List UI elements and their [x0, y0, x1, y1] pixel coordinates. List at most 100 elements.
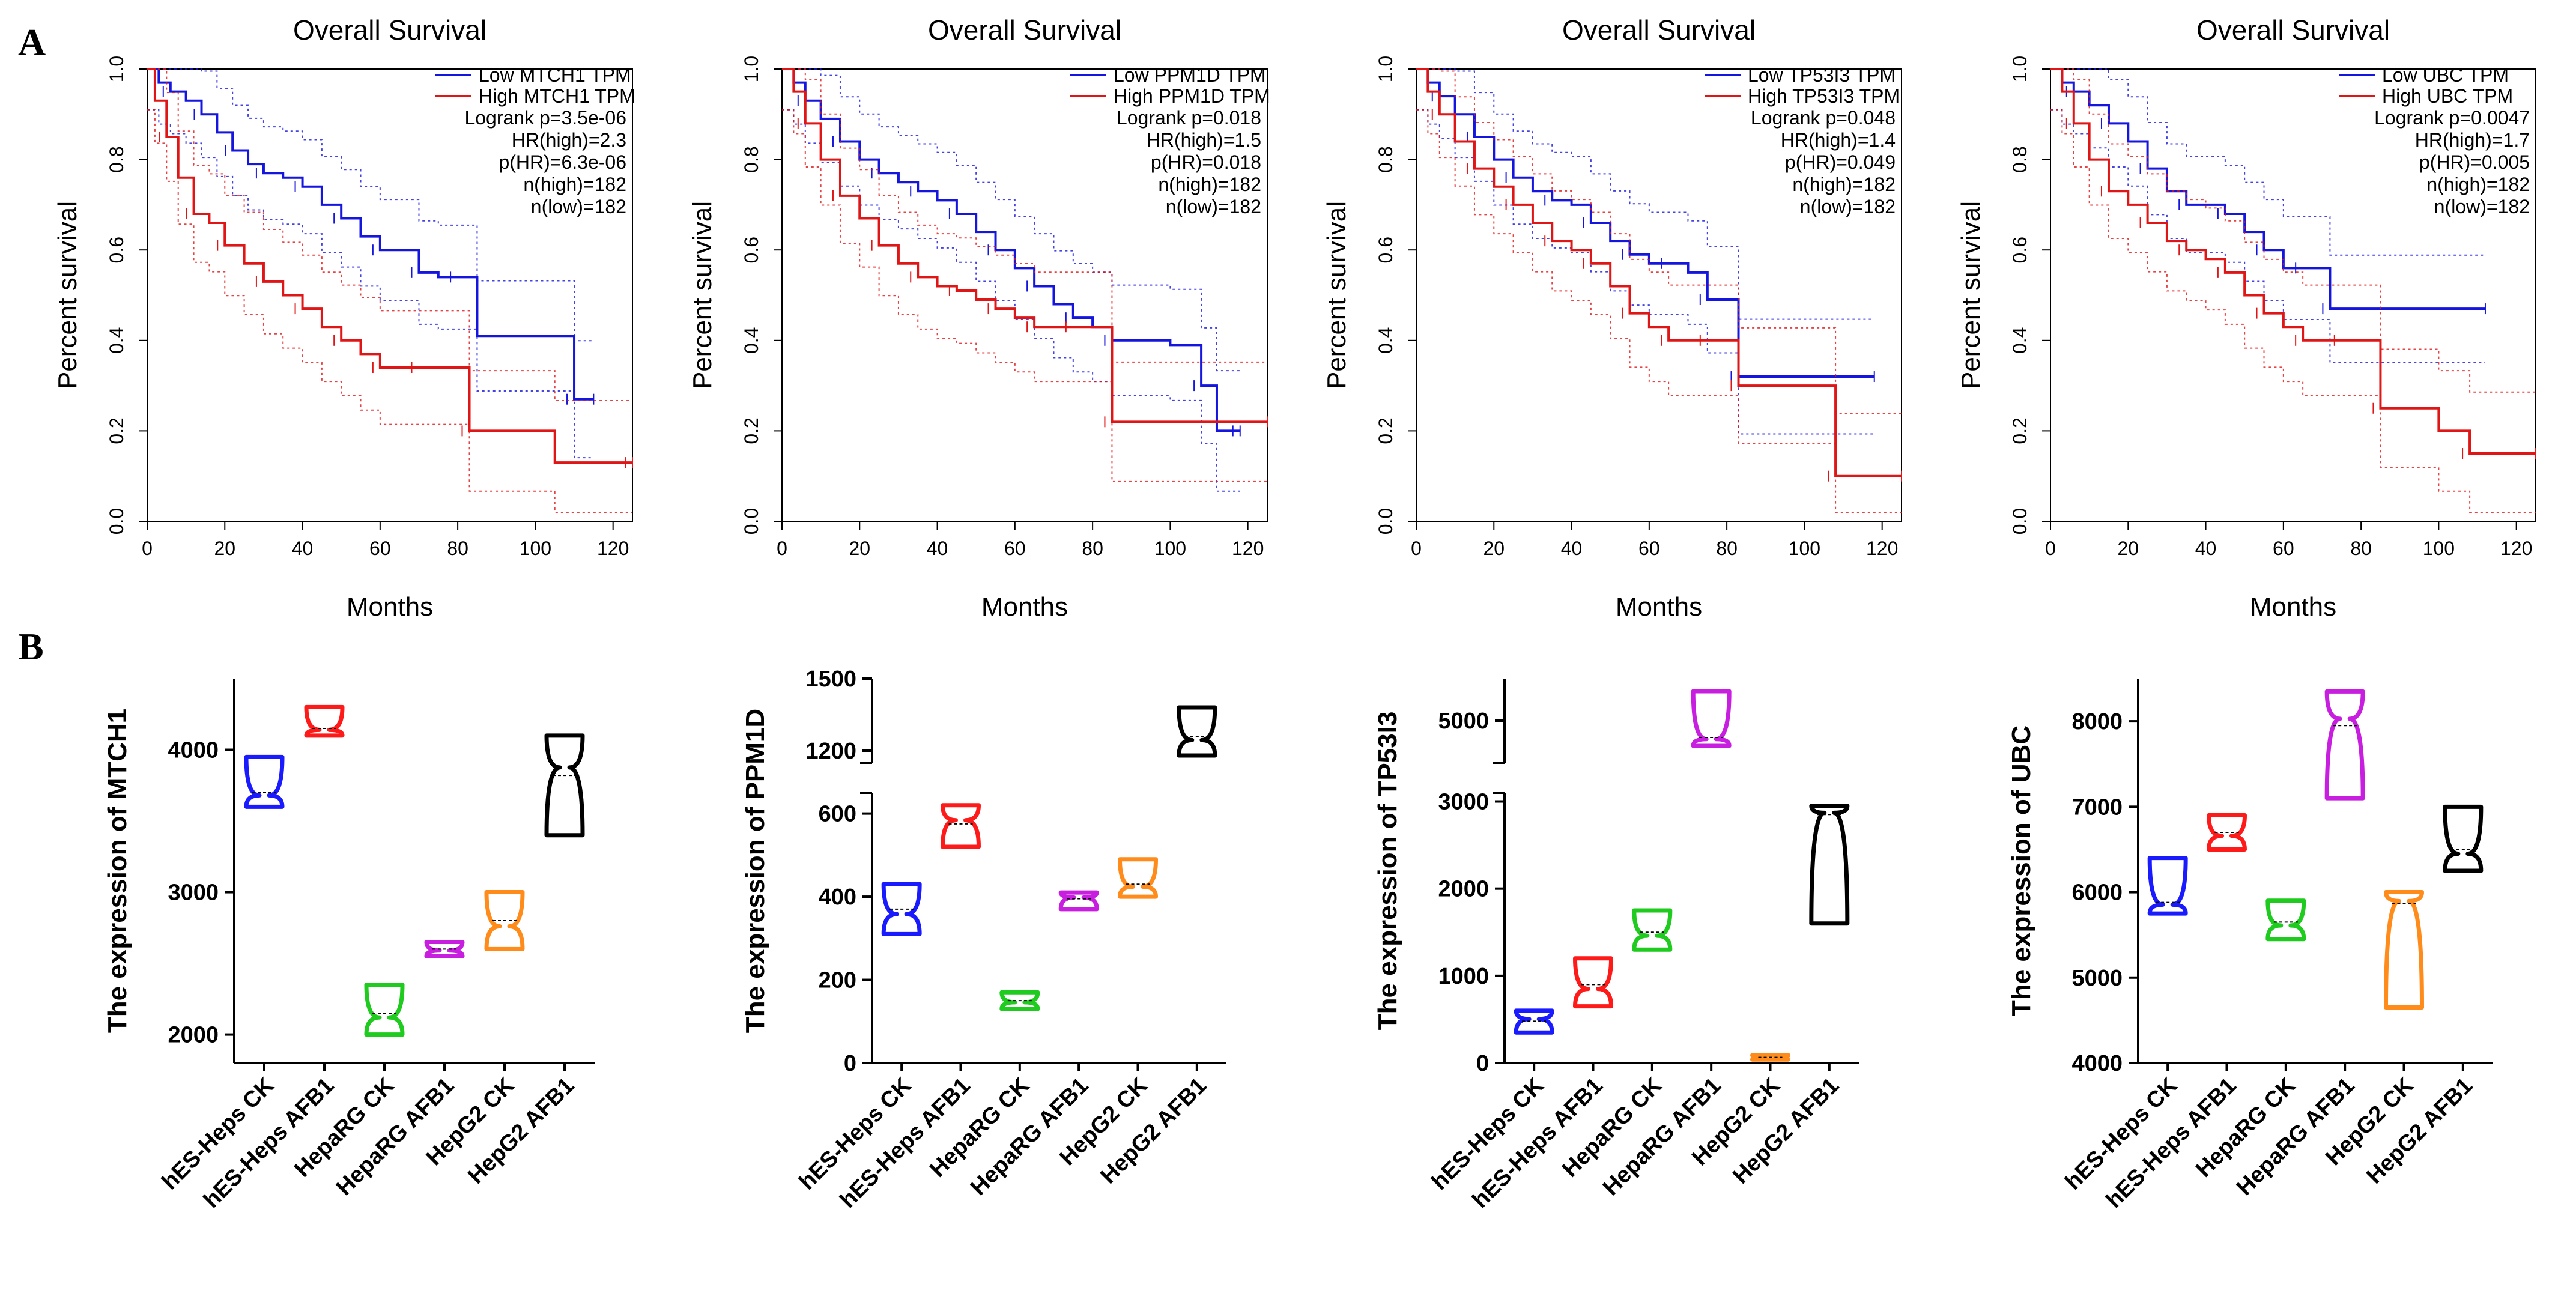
x-tick-label: 120 [2500, 537, 2532, 559]
plot-frame [147, 68, 633, 522]
violin-shape [304, 704, 345, 738]
x-axis-label: Months [1616, 592, 1702, 622]
y-tick-label: 0.6 [2009, 237, 2031, 263]
violin-shape [881, 882, 922, 936]
high-ci-band [782, 68, 1267, 363]
legend-low-label: Low TP53I3 TPM [1748, 64, 1896, 86]
x-tick-label: 80 [2350, 537, 2372, 559]
violin-shape [1573, 956, 1613, 1009]
x-tick-label: 0 [1411, 537, 1422, 559]
x-tick-label: 0 [2045, 537, 2056, 559]
y-axis-label: The expression of PPM1D [741, 709, 770, 1033]
category-label: HepG2 AFB1 [2362, 1073, 2478, 1189]
y-tick-label: 0.0 [2009, 508, 2031, 534]
y-tick-label: 2000 [1438, 877, 1489, 902]
x-tick-label: 60 [1004, 537, 1026, 559]
x-axis-label: Months [347, 592, 433, 622]
category-label: HepG2 AFB1 [1096, 1073, 1211, 1189]
violin-shape [2147, 856, 2188, 916]
km-plot-4: Overall Survival Months Percent survival 0 2… [1956, 14, 2536, 622]
stat-line: HR(high)=1.5 [1147, 129, 1261, 151]
y-tick-label: 0.2 [2009, 417, 2031, 444]
km-plot-3: Overall Survival Months Percent survival 0 2… [1322, 14, 1902, 622]
violin-shape [1691, 689, 1732, 748]
high-ci-band [782, 109, 1267, 482]
y-tick-label: 5000 [2071, 966, 2123, 991]
stat-line: HR(high)=1.7 [2415, 129, 2530, 151]
y-tick-label: 0.2 [1375, 417, 1396, 444]
high-ci-band [2050, 68, 2536, 393]
y-tick-label: 0.4 [1375, 327, 1396, 354]
chart-title: Overall Survival [293, 14, 486, 46]
y-tick-label: 0.2 [741, 417, 762, 444]
y-tick-label: 4000 [168, 738, 219, 763]
y-tick-label: 3000 [1438, 790, 1489, 815]
stat-line: Logrank p=0.048 [1751, 107, 1896, 129]
violin-shape [2265, 898, 2306, 942]
y-tick-label: 0.0 [106, 508, 127, 534]
stat-line: p(HR)=0.018 [1151, 151, 1261, 173]
y-tick-label: 5000 [1438, 709, 1489, 734]
x-tick-label: 60 [369, 537, 391, 559]
x-tick-label: 60 [1638, 537, 1660, 559]
x-tick-label: 80 [1082, 537, 1103, 559]
y-tick-label: 8000 [2071, 709, 2123, 734]
low-ci-band [1416, 68, 1874, 320]
y-tick-label: 0 [1476, 1051, 1489, 1076]
x-tick-label: 100 [1789, 537, 1820, 559]
y-tick-label: 0.4 [741, 327, 762, 354]
stat-line: n(low)=182 [1800, 196, 1896, 217]
survival-plots: Overall Survival Months Percent survival 0 2… [53, 14, 2536, 622]
x-axis-label: Months [981, 592, 1068, 622]
violin-shape [1177, 705, 1217, 758]
x-tick-label: 40 [2195, 537, 2217, 559]
high-survival-curve [1416, 68, 1902, 477]
violin-shape [941, 803, 981, 849]
violin-shape [2384, 890, 2424, 1010]
legend-high-label: High TP53I3 TPM [1748, 85, 1900, 107]
stat-line: p(HR)=0.049 [1785, 151, 1896, 173]
y-tick-label: 1.0 [106, 56, 127, 82]
x-tick-label: 0 [777, 537, 787, 559]
y-tick-label: 1500 [805, 667, 856, 692]
violin-shape [2324, 689, 2365, 801]
x-tick-label: 20 [1483, 537, 1505, 559]
low-ci-band [1416, 109, 1874, 435]
y-tick-label: 3000 [168, 880, 219, 906]
violin-shape [2207, 813, 2247, 852]
stat-line: Logrank p=3.5e-06 [464, 107, 626, 129]
violin-plot-2: 0 200 400 600 1200 1500 The expression of PPM1… [741, 667, 1226, 1213]
category-label: HepG2 AFB1 [463, 1073, 579, 1189]
y-tick-label: 1000 [1438, 964, 1489, 989]
violin-shape [1118, 857, 1158, 899]
x-tick-label: 20 [214, 537, 235, 559]
high-survival-curve [2050, 68, 2536, 455]
stat-line: n(high)=182 [1158, 174, 1261, 195]
x-tick-label: 40 [292, 537, 314, 559]
violin-shape [364, 983, 405, 1037]
y-tick-label: 0.8 [106, 146, 127, 172]
y-tick-label: 400 [819, 885, 856, 910]
y-axis-label: The expression of MTCH1 [103, 709, 132, 1033]
y-tick-label: 6000 [2071, 880, 2123, 906]
legend-high-label: High PPM1D TPM [1114, 85, 1270, 107]
category-label: HepG2 AFB1 [1728, 1073, 1844, 1189]
y-axis-label: The expression of UBC [2007, 725, 2036, 1016]
legend-low-label: Low PPM1D TPM [1114, 64, 1266, 86]
km-plot-1: Overall Survival Months Percent survival 0 2… [53, 14, 635, 622]
violin-shape [2443, 804, 2484, 873]
y-tick-label: 0.6 [1375, 237, 1396, 263]
high-ci-band [2050, 109, 2536, 513]
y-axis-label: The expression of TP53I3 [1373, 712, 1402, 1031]
low-ci-band [2050, 68, 2485, 256]
chart-title: Overall Survival [1562, 14, 1756, 46]
y-axis-label: Percent survival [53, 201, 82, 389]
y-tick-label: 7000 [2071, 795, 2123, 820]
plot-frame [2050, 68, 2536, 522]
panel-label-a: A [18, 21, 46, 64]
stat-line: Logrank p=0.0047 [2374, 107, 2530, 129]
violin-shape [424, 940, 465, 958]
stat-line: n(low)=182 [1166, 196, 1261, 217]
